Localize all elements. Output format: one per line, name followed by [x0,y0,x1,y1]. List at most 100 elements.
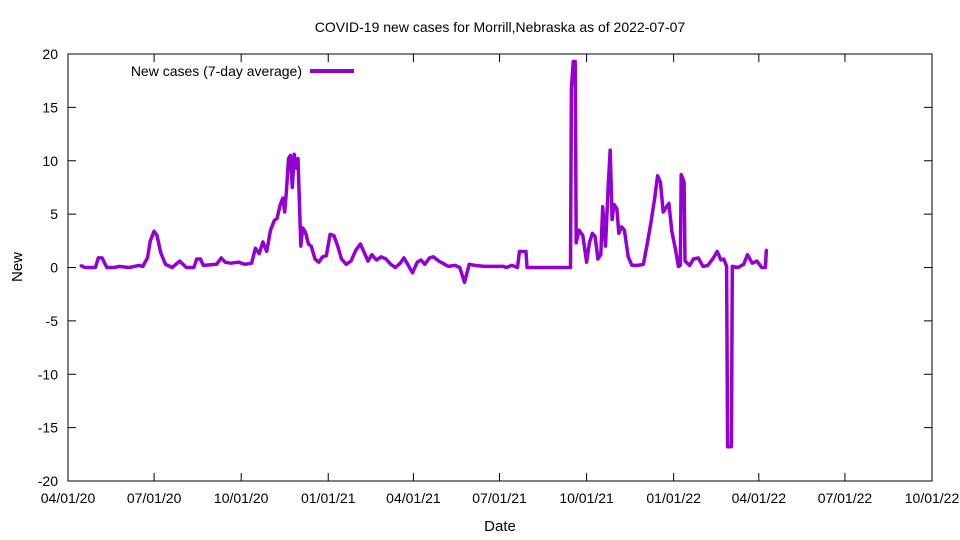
x-axis-label: Date [484,518,516,535]
data-point [336,245,339,248]
data-point [281,197,284,200]
data-point [171,266,174,269]
data-point [443,263,446,266]
data-point [742,263,745,266]
data-point [276,217,278,220]
data-point [97,257,100,259]
x-tick-label: 04/01/22 [732,490,787,506]
data-point [650,221,652,224]
data-point [737,266,739,269]
data-point [128,266,131,269]
data-point [79,264,82,267]
data-point [611,218,613,221]
data-point [138,264,140,267]
data-point [298,185,300,188]
data-point [613,203,615,206]
data-point [101,257,103,259]
x-tick-label: 07/01/20 [127,490,182,506]
data-point [760,266,763,269]
data-point [627,255,630,258]
data-point [746,253,749,256]
data-point [199,258,202,260]
data-point [483,265,486,268]
x-tick-label: 04/01/20 [41,490,96,506]
data-point [321,255,324,258]
data-point [570,87,573,90]
data-point [505,266,508,269]
data-point [156,234,158,237]
data-point [406,263,409,266]
data-point [293,153,296,156]
data-point [269,229,272,232]
data-point [291,186,294,189]
data-point [359,243,362,245]
data-point [716,250,719,253]
data-point [113,266,116,269]
data-point [764,266,767,269]
data-point [569,266,572,269]
data-point [617,232,620,235]
data-point [289,154,292,157]
data-point [670,230,673,233]
data-point [307,243,310,245]
data-point [244,263,246,266]
data-point [607,181,610,184]
y-tick-label: 5 [50,206,58,222]
data-point [720,259,722,261]
data-point [153,230,156,233]
data-point [105,266,108,269]
data-point [159,251,162,254]
data-point [317,261,320,264]
data-point [726,445,729,448]
x-tick-label: 10/01/22 [905,490,960,506]
data-point [340,258,343,260]
data-point [665,206,667,209]
y-tick-label: -15 [38,420,58,436]
data-point [195,258,198,260]
data-point [765,248,768,251]
data-point [84,266,86,269]
data-point [679,264,682,267]
data-point [463,281,466,284]
data-point [325,254,328,257]
y-axis: -20 -15 -10 -5 0 5 10 15 20 [38,46,932,489]
data-point [367,260,369,262]
data-point [389,263,392,266]
data-point [588,242,591,244]
data-point [575,242,578,244]
data-point [642,263,645,266]
data-point [597,258,599,260]
data-point [525,250,527,253]
data-point [526,266,528,269]
data-point [310,245,313,248]
data-point [185,266,188,269]
y-tick-label: -10 [38,366,58,382]
data-point [659,181,662,184]
data-point [725,265,728,268]
data-point [250,262,253,265]
data-point [677,265,680,268]
data-point [662,211,665,213]
data-point [265,250,268,253]
data-point [474,264,476,267]
data-point [202,264,205,267]
data-point [702,265,704,268]
data-point [706,264,709,267]
data-point [656,174,659,177]
data-point [220,257,223,259]
data-point [516,266,519,269]
data-point [301,227,304,229]
data-point [229,262,232,265]
data-point [585,261,588,264]
data-point [458,266,461,269]
data-point [237,261,240,264]
data-point [333,234,335,237]
data-point [297,157,299,160]
data-point [375,259,378,261]
data-point [601,205,604,208]
data-point [692,258,695,260]
data-point [394,266,397,269]
y-tick-label: -20 [38,473,58,489]
data-point [572,60,575,63]
legend: New cases (7-day average) [131,63,354,79]
